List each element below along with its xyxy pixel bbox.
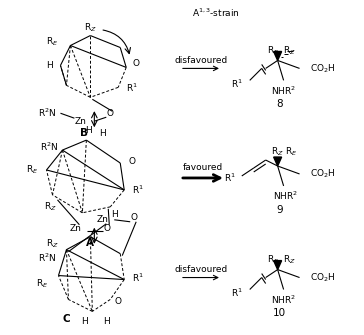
Text: H: H xyxy=(103,317,110,326)
Text: R$^1$: R$^1$ xyxy=(132,184,144,196)
Text: CO$_2$H: CO$_2$H xyxy=(309,62,335,75)
Text: R$_Z$: R$_Z$ xyxy=(46,238,59,250)
Text: R$_E$: R$_E$ xyxy=(46,35,59,48)
Text: NHR$^2$: NHR$^2$ xyxy=(271,84,296,96)
Text: O: O xyxy=(107,109,114,118)
Text: O: O xyxy=(114,297,121,306)
Text: Zn: Zn xyxy=(96,215,108,224)
Text: R$_E$: R$_E$ xyxy=(36,277,48,290)
Polygon shape xyxy=(274,52,282,60)
Text: H: H xyxy=(111,210,118,219)
Text: R$^1$: R$^1$ xyxy=(126,81,138,93)
Text: C: C xyxy=(63,314,70,324)
Text: R$^2$N: R$^2$N xyxy=(38,252,56,264)
Text: R$_E$: R$_E$ xyxy=(268,44,280,57)
Text: R$^1$: R$^1$ xyxy=(224,172,236,184)
Text: R$_E$: R$_E$ xyxy=(268,253,280,266)
Text: 8: 8 xyxy=(276,99,283,109)
Text: A$^{1,3}$-strain: A$^{1,3}$-strain xyxy=(192,6,240,19)
Text: O: O xyxy=(132,59,139,68)
Text: R$_Z$: R$_Z$ xyxy=(84,21,97,34)
Text: H: H xyxy=(99,129,106,138)
Text: B: B xyxy=(80,128,88,138)
Text: O: O xyxy=(131,213,138,222)
Text: H: H xyxy=(46,61,52,70)
Text: Zn: Zn xyxy=(75,117,86,126)
Polygon shape xyxy=(274,157,282,166)
Text: 10: 10 xyxy=(273,309,286,318)
Text: R$_E$: R$_E$ xyxy=(285,146,298,158)
Text: CO$_2$H: CO$_2$H xyxy=(309,271,335,284)
Text: CO$_2$H: CO$_2$H xyxy=(309,168,335,180)
Text: R$_Z$: R$_Z$ xyxy=(271,146,284,158)
Text: Zn: Zn xyxy=(70,224,81,233)
Text: H: H xyxy=(85,126,92,135)
Text: NHR$^2$: NHR$^2$ xyxy=(273,190,298,202)
Text: NHR$^2$: NHR$^2$ xyxy=(271,293,296,306)
Text: R$^2$N: R$^2$N xyxy=(38,107,56,119)
Text: O: O xyxy=(104,224,111,233)
Text: R$_E$: R$_E$ xyxy=(26,164,39,176)
Text: disfavoured: disfavoured xyxy=(174,56,228,65)
Text: R$_Z$: R$_Z$ xyxy=(44,201,57,213)
Polygon shape xyxy=(274,261,282,270)
Text: A: A xyxy=(86,238,94,248)
Text: 9: 9 xyxy=(276,205,283,215)
Text: R$_Z$: R$_Z$ xyxy=(283,44,296,57)
Text: favoured: favoured xyxy=(183,163,223,173)
Text: O: O xyxy=(128,156,135,165)
Text: R$^2$N: R$^2$N xyxy=(40,141,59,153)
Text: R$^1$: R$^1$ xyxy=(231,77,243,89)
Text: R$^1$: R$^1$ xyxy=(231,286,243,299)
Text: disfavoured: disfavoured xyxy=(174,265,228,274)
Text: R$_Z$: R$_Z$ xyxy=(283,253,296,266)
Text: R$^1$: R$^1$ xyxy=(132,271,144,284)
Text: H: H xyxy=(81,317,88,326)
